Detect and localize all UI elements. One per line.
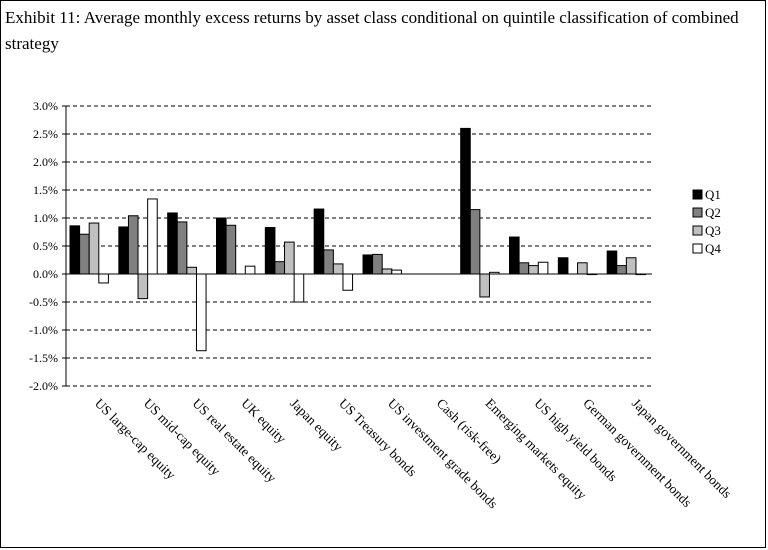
- bar-q2: [518, 262, 530, 275]
- bar-q2: [176, 221, 188, 275]
- y-tick-label: -0.5%: [29, 295, 58, 309]
- bar-q2: [616, 265, 627, 275]
- bar-q4: [244, 265, 256, 275]
- y-tick-label: 1.5%: [33, 183, 58, 197]
- bar-q4: [195, 273, 207, 352]
- legend-label-q3: Q3: [705, 223, 721, 238]
- bar-q4: [537, 261, 549, 275]
- bar-q1: [167, 212, 178, 275]
- legend-label-q2: Q2: [705, 205, 721, 220]
- bar-q3: [88, 222, 100, 275]
- legend-label-q1: Q1: [705, 187, 721, 202]
- y-tick-label: 2.5%: [33, 127, 58, 141]
- bar-q1: [557, 257, 569, 275]
- bar-q3: [284, 241, 295, 275]
- bar-q3: [577, 262, 588, 275]
- bar-q3: [137, 273, 149, 300]
- y-tick-label: 1.0%: [33, 211, 58, 225]
- category-label: US real estate equity: [190, 396, 280, 486]
- bar-q4: [147, 198, 158, 275]
- bar-q4: [391, 269, 402, 275]
- bar-q4: [342, 273, 354, 291]
- category-label: UK equity: [238, 396, 289, 447]
- bar-q1: [69, 225, 81, 275]
- bar-q3: [625, 257, 637, 275]
- y-tick-label: -2.0%: [29, 379, 58, 393]
- bar-q4: [98, 273, 109, 284]
- legend-swatch-q3: [692, 225, 703, 236]
- bar-q3: [528, 265, 539, 275]
- bar-q2: [127, 215, 139, 275]
- bar-q3: [186, 266, 197, 275]
- legend-swatch-q4: [692, 243, 703, 254]
- bar-q4: [293, 273, 305, 303]
- bar-q2: [469, 209, 481, 275]
- bar-q2: [372, 253, 383, 275]
- category-label: US high yield bonds: [531, 396, 620, 485]
- y-tick-label: 3.0%: [33, 99, 58, 113]
- bar-q2: [323, 249, 334, 275]
- y-tick-label: -1.0%: [29, 323, 58, 337]
- y-tick-label: 0.5%: [33, 239, 58, 253]
- bar-q1: [118, 226, 129, 275]
- y-tick-label: 2.0%: [33, 155, 58, 169]
- y-tick-label: 0.0%: [33, 267, 58, 281]
- category-label: US large-cap equity: [92, 396, 179, 483]
- legend-swatch-q1: [692, 189, 703, 200]
- bar-q1: [264, 227, 276, 275]
- bar-q1: [509, 236, 520, 275]
- bar-q1: [606, 250, 618, 275]
- bar-q2: [79, 233, 90, 275]
- y-tick-label: -1.5%: [29, 351, 58, 365]
- bar-q2: [225, 224, 237, 275]
- legend-label-q4: Q4: [705, 241, 721, 256]
- bar-q3: [479, 273, 490, 298]
- bar-q1: [313, 208, 325, 275]
- bar-q3: [381, 268, 393, 275]
- chart-title: Exhibit 11: Average monthly excess retur…: [5, 8, 739, 53]
- legend-swatch-q2: [692, 207, 703, 218]
- bar-q3: [332, 263, 344, 275]
- bar-q1: [362, 254, 374, 275]
- bar-q2: [274, 261, 286, 275]
- bar-q1: [216, 217, 227, 275]
- bar-q1: [460, 127, 471, 275]
